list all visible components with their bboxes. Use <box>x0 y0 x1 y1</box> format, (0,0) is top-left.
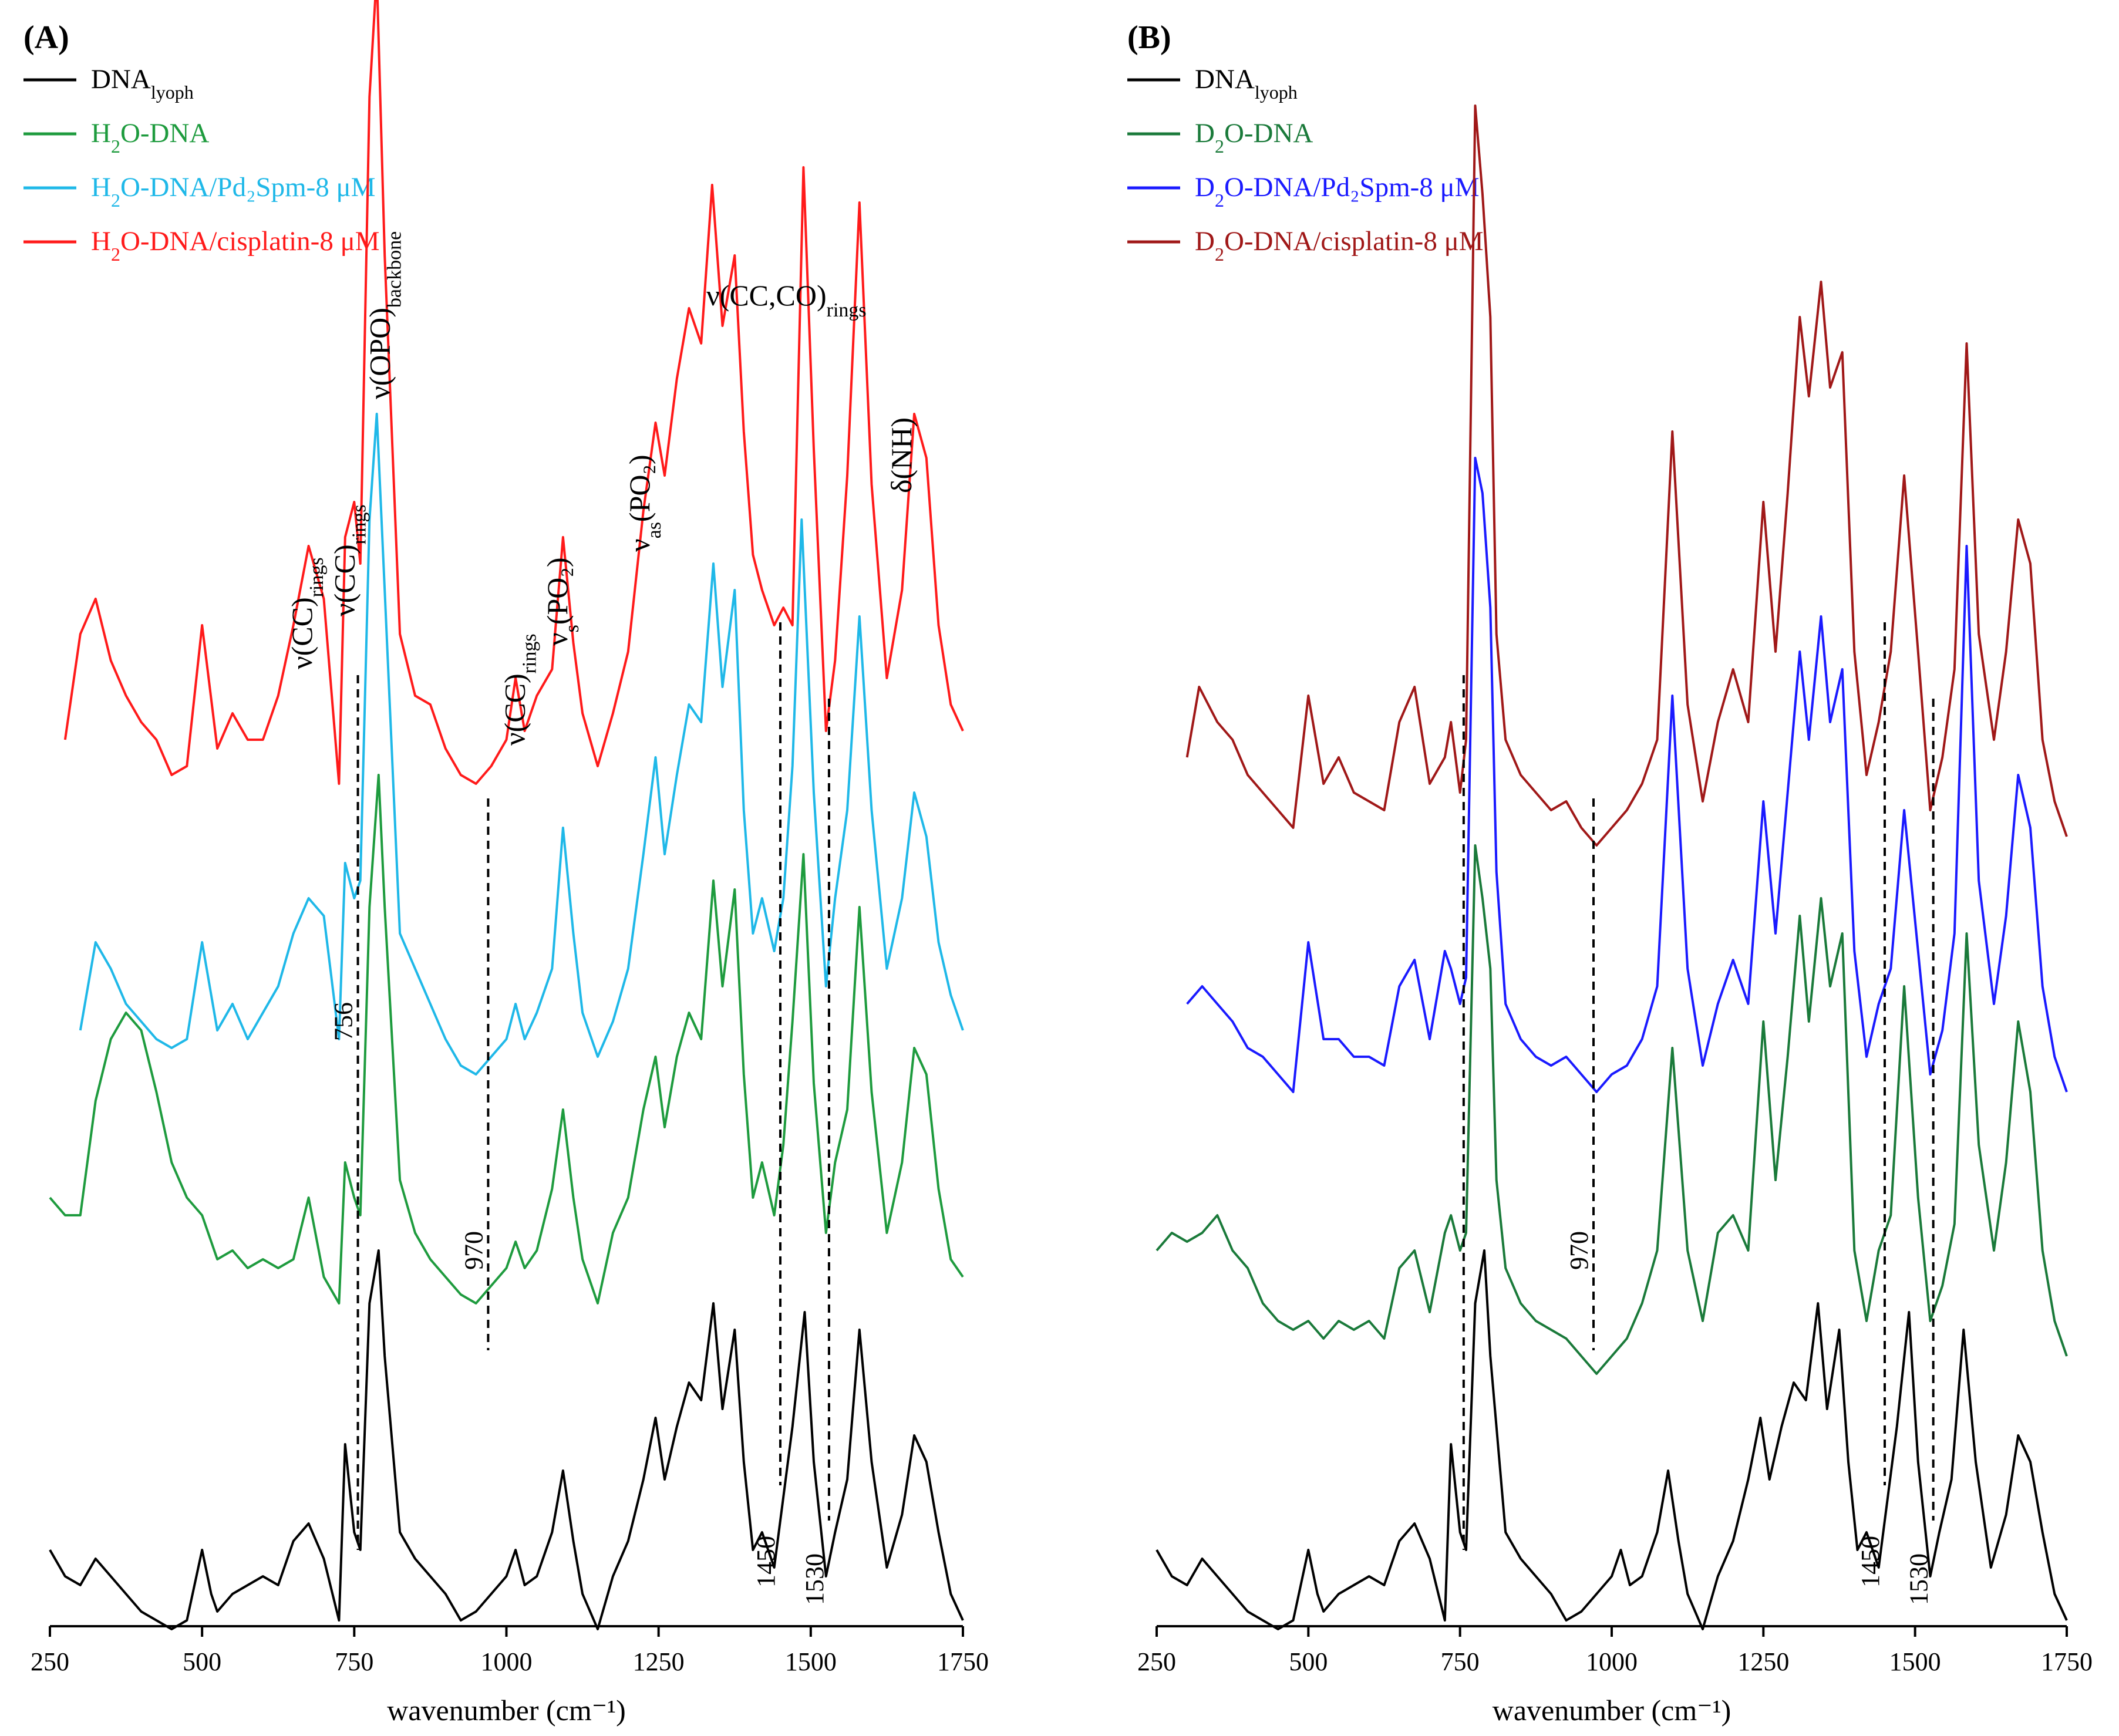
panel-label: (B) <box>1127 19 1171 56</box>
legend-label-cis: H2O-DNA/cisplatin-8 μM <box>91 226 380 265</box>
series-line-pd <box>79 413 964 1076</box>
series-line-cis <box>1185 105 2068 847</box>
x-axis-title: wavenumber (cm⁻¹) <box>1493 1694 1731 1727</box>
legend-text-sub: 2 <box>111 136 120 157</box>
legend-text-base: D <box>1195 118 1215 149</box>
annotation-nh: δ(NH) <box>885 417 918 493</box>
x-tick-label: 1000 <box>481 1647 533 1676</box>
legend-text-rest: O-DNA/Pd₂Spm-8 μM <box>120 172 376 203</box>
legend-text-sub: 2 <box>1215 244 1224 265</box>
marker-label-1530: 1530 <box>800 1553 829 1605</box>
series-line-lyoph <box>49 1249 964 1630</box>
annotation-sub: rings <box>518 633 540 673</box>
marker-label-756: 756 <box>329 1002 358 1041</box>
x-tick-label: 500 <box>1289 1647 1328 1676</box>
marker-label-1530: 1530 <box>1905 1553 1933 1605</box>
x-tick-label: 1750 <box>2041 1647 2093 1676</box>
legend-text-rest: O-DNA/cisplatin-8 μM <box>120 226 380 257</box>
legend-text-rest: O-DNA/cisplatin-8 μM <box>1224 226 1484 257</box>
series-line-native <box>49 774 964 1304</box>
series-line-pd <box>1186 457 2068 1093</box>
x-tick-label: 1000 <box>1586 1647 1638 1676</box>
legend-text-base: H <box>91 172 111 203</box>
annotation-sub: rings <box>827 299 867 321</box>
x-tick-label: 750 <box>1441 1647 1480 1676</box>
annotation-cc3: ν(CC)rings <box>498 633 541 746</box>
marker-label-1450: 1450 <box>752 1536 780 1587</box>
annotation-base: ν(OPO) <box>363 308 396 399</box>
annotation-sub: rings <box>305 557 327 597</box>
x-tick-label: 1500 <box>785 1647 837 1676</box>
x-tick-label: 1250 <box>633 1647 685 1676</box>
annotation-sub: as <box>644 522 665 538</box>
legend-text-rest: O-DNA <box>1224 118 1313 149</box>
annotation-sub: rings <box>348 504 370 544</box>
series-line-lyoph <box>1155 1249 2068 1630</box>
legend-text-base: D <box>1195 226 1215 257</box>
annotation-poas: νas(PO₂) <box>623 454 665 552</box>
panel-label: (A) <box>23 19 69 56</box>
legend-text-base: D <box>1195 172 1215 203</box>
legend-label-pd: D2O-DNA/Pd₂Spm-8 μM <box>1195 172 1480 211</box>
annotation-cc1: ν(CC)rings <box>285 557 328 669</box>
legend-text-sub: 2 <box>111 244 120 265</box>
legend-text-base: H <box>91 226 111 257</box>
x-tick-label: 1250 <box>1737 1647 1789 1676</box>
legend-text-rest: O-DNA <box>120 118 209 149</box>
legend-text-sub: 2 <box>1215 136 1224 157</box>
x-tick-label: 250 <box>31 1647 69 1676</box>
annotation-base: δ(NH) <box>885 417 918 493</box>
legend-label-pd: H2O-DNA/Pd₂Spm-8 μM <box>91 172 376 211</box>
annotation-base: ν(CC) <box>498 673 531 746</box>
annotation-rest: (PO₂) <box>541 557 574 625</box>
legend-text-sub: 2 <box>1215 190 1224 211</box>
legend-text-rest: O-DNA/Pd₂Spm-8 μM <box>1224 172 1480 203</box>
marker-label-1450: 1450 <box>1856 1536 1885 1587</box>
x-tick-label: 500 <box>183 1647 221 1676</box>
annotation-rest: (PO₂) <box>623 454 656 522</box>
marker-label-970: 970 <box>1565 1231 1594 1270</box>
legend-text-sub: lyoph <box>151 82 194 103</box>
x-tick-label: 250 <box>1137 1647 1176 1676</box>
annotation-opo: ν(OPO)backbone <box>363 231 405 399</box>
x-tick-label: 750 <box>335 1647 373 1676</box>
series-line-native <box>1155 844 2068 1375</box>
annotation-base: ν(CC) <box>285 597 318 669</box>
legend-text-sub: lyoph <box>1255 82 1298 103</box>
annotation-pos: νs(PO₂) <box>541 557 583 646</box>
annotation-sub: backbone <box>383 231 405 308</box>
legend-text-base: H <box>91 118 111 149</box>
legend-label-lyoph: DNAlyoph <box>1195 64 1298 103</box>
x-tick-label: 1500 <box>1889 1647 1941 1676</box>
annotation-base: ν <box>623 538 656 552</box>
annotation-cc2: ν(CC)rings <box>328 504 370 616</box>
annotation-base: ν <box>541 632 574 646</box>
legend-label-native: H2O-DNA <box>91 118 209 157</box>
x-tick-label: 1750 <box>937 1647 989 1676</box>
annotation-sub: s <box>561 625 583 632</box>
legend-label-lyoph: DNAlyoph <box>91 64 194 103</box>
annotation-base: ν(CC,CO) <box>706 279 827 312</box>
legend-text-base: DNA <box>1195 64 1255 95</box>
legend-text-sub: 2 <box>111 190 120 211</box>
legend-text-base: DNA <box>91 64 151 95</box>
series-line-cis <box>63 0 964 785</box>
x-axis-title: wavenumber (cm⁻¹) <box>387 1694 626 1727</box>
annotation-base: ν(CC) <box>328 544 361 616</box>
annotation-ccco: ν(CC,CO)rings <box>706 279 867 321</box>
marker-label-970: 970 <box>459 1231 488 1270</box>
legend-label-cis: D2O-DNA/cisplatin-8 μM <box>1195 226 1484 265</box>
legend-label-native: D2O-DNA <box>1195 118 1313 157</box>
